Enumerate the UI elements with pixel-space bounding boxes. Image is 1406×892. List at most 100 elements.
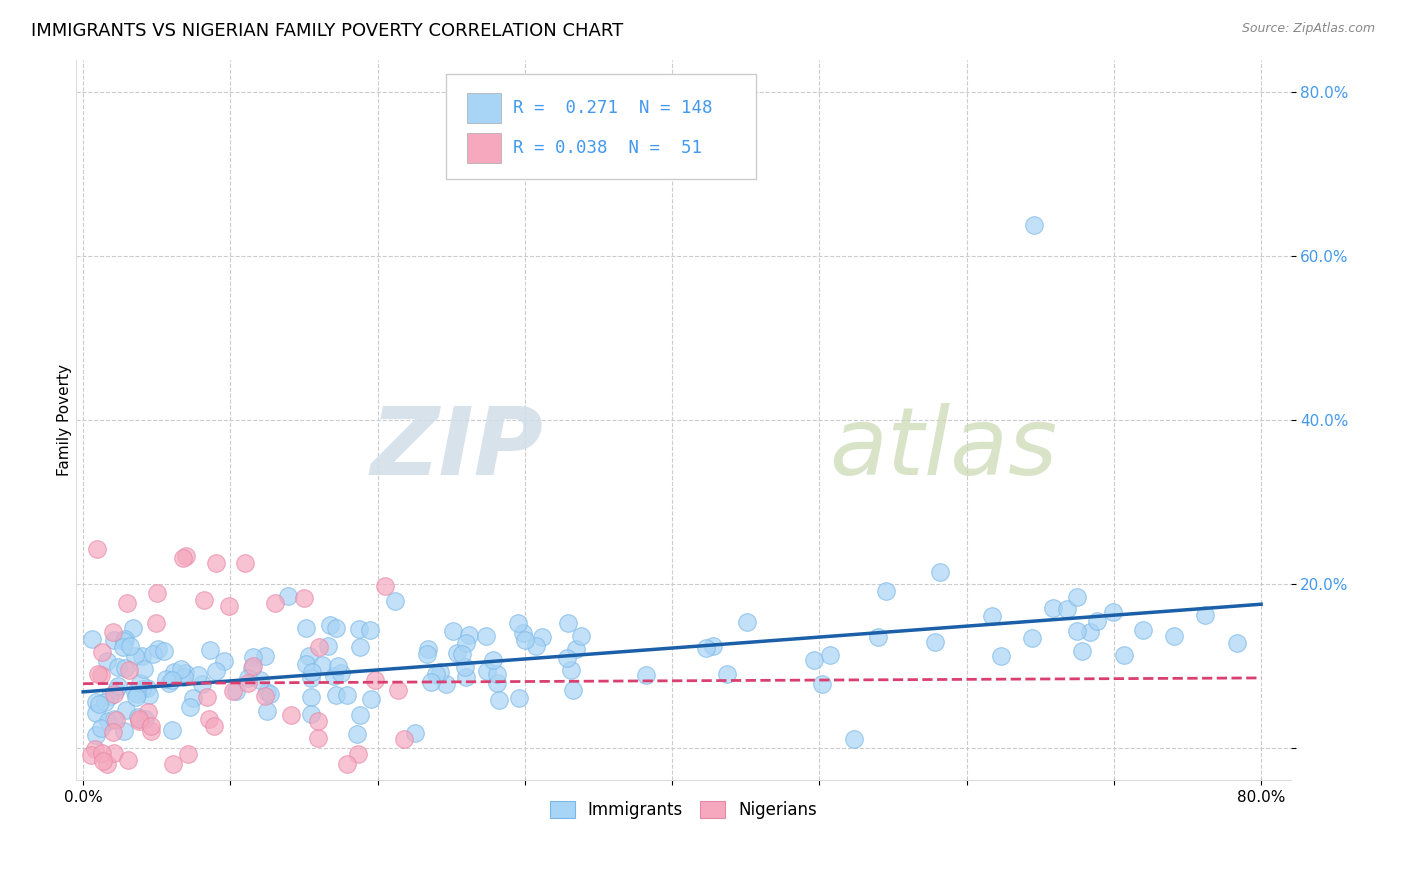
Point (508, 616, 530, 631)
Point (177, 747, 200, 762)
Point (311, 658, 333, 673)
Point (98, 689, 121, 703)
Point (103, 633, 125, 648)
Bar (467, 133, 501, 163)
Point (475, 629, 498, 643)
Point (181, 690, 204, 705)
Point (349, 640, 371, 655)
Point (277, 589, 299, 603)
Point (91, 754, 114, 768)
Point (104, 713, 127, 727)
Point (84, 728, 107, 742)
Point (136, 681, 159, 696)
Point (83, 741, 105, 756)
Point (818, 648, 841, 662)
Point (1021, 631, 1043, 645)
Point (114, 660, 136, 674)
Point (346, 747, 368, 761)
Text: R = 0.038  N =  51: R = 0.038 N = 51 (513, 139, 702, 157)
Point (200, 643, 222, 657)
Point (145, 615, 167, 630)
Point (129, 675, 152, 690)
Point (292, 591, 315, 605)
Point (163, 665, 186, 679)
Point (198, 712, 221, 726)
Point (416, 642, 439, 657)
Text: IMMIGRANTS VS NIGERIAN FAMILY POVERTY CORRELATION CHART: IMMIGRANTS VS NIGERIAN FAMILY POVERTY CO… (31, 22, 623, 40)
Point (117, 663, 139, 677)
Point (254, 690, 277, 704)
Point (187, 668, 209, 682)
Point (415, 647, 437, 661)
Point (436, 676, 458, 690)
Text: atlas: atlas (830, 403, 1057, 494)
Point (131, 682, 153, 697)
Point (174, 665, 197, 680)
Point (524, 640, 547, 654)
Point (138, 688, 160, 702)
Point (103, 625, 125, 640)
Point (868, 630, 890, 644)
Point (374, 579, 396, 593)
Point (508, 691, 530, 706)
Point (172, 551, 194, 566)
Point (90, 722, 112, 736)
Point (124, 648, 146, 663)
Point (405, 726, 427, 740)
Point (1071, 644, 1094, 658)
Point (174, 549, 197, 563)
Point (125, 687, 148, 701)
Point (141, 724, 163, 739)
Point (363, 673, 385, 688)
Point (242, 661, 264, 675)
Point (134, 713, 156, 727)
Point (1085, 615, 1108, 629)
Point (990, 648, 1012, 663)
Point (446, 646, 468, 660)
Point (222, 684, 245, 698)
Point (349, 623, 371, 637)
Point (259, 687, 281, 701)
Point (419, 674, 441, 689)
Bar (467, 93, 501, 123)
Point (1132, 624, 1154, 638)
Point (336, 756, 359, 771)
Point (103, 688, 125, 702)
Point (318, 618, 340, 632)
Point (238, 671, 260, 685)
Point (256, 704, 278, 718)
Point (97, 714, 120, 728)
Point (103, 747, 125, 761)
Point (569, 629, 592, 643)
Point (336, 688, 359, 702)
Point (114, 632, 136, 647)
Point (1226, 636, 1249, 650)
Point (456, 670, 478, 684)
Point (531, 630, 554, 644)
Point (299, 707, 322, 722)
Point (325, 688, 347, 702)
Point (307, 731, 329, 745)
Point (142, 647, 165, 661)
Point (323, 669, 346, 683)
Point (803, 653, 825, 667)
Point (82, 632, 104, 646)
Point (152, 644, 174, 658)
Point (1066, 591, 1088, 605)
Point (294, 657, 316, 671)
Point (307, 714, 329, 729)
Point (122, 621, 145, 635)
Point (107, 679, 129, 693)
Point (87, 698, 110, 712)
Point (87, 667, 110, 681)
Text: ZIP: ZIP (371, 403, 544, 495)
FancyBboxPatch shape (446, 74, 756, 178)
Point (557, 616, 579, 631)
Point (454, 659, 477, 673)
Point (1163, 628, 1185, 642)
Point (111, 640, 134, 654)
Point (634, 668, 657, 682)
Point (1078, 625, 1101, 640)
Point (91, 746, 114, 760)
Point (132, 662, 155, 676)
